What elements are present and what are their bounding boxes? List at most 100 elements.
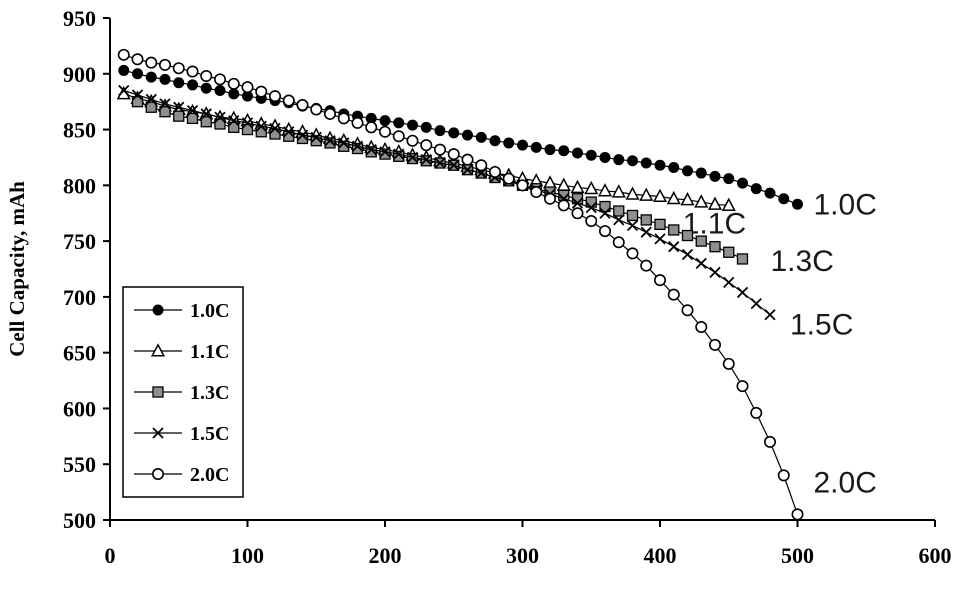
x-cross-marker <box>186 104 199 117</box>
x-cross-marker <box>406 151 419 164</box>
filled-circle-marker <box>585 149 597 161</box>
open-circle-marker <box>145 56 158 69</box>
x-cross-marker <box>736 286 749 299</box>
open-triangle-marker <box>694 194 709 208</box>
x-cross-marker <box>296 129 309 141</box>
y-tick-label: 650 <box>63 341 96 366</box>
x-cross-marker <box>200 108 212 120</box>
x-cross-marker <box>448 159 460 171</box>
filled-square-marker <box>613 205 625 217</box>
filled-square-marker <box>654 218 666 231</box>
legend-box <box>122 286 244 498</box>
open-circle-marker <box>337 112 350 125</box>
filled-square-marker <box>379 148 391 160</box>
open-circle-marker <box>530 186 543 199</box>
filled-square-marker <box>668 224 680 236</box>
filled-square-marker <box>695 235 707 247</box>
x-cross-marker <box>668 241 680 253</box>
filled-circle-marker <box>448 127 460 139</box>
open-circle-marker <box>420 139 433 152</box>
filled-square-marker <box>709 241 721 253</box>
filled-circle-marker <box>420 121 432 133</box>
x-cross-marker <box>695 257 707 270</box>
x-tick-label: 500 <box>781 543 814 568</box>
series-end-label-1.5C: 1.5C <box>790 309 853 342</box>
open-circle-marker <box>488 165 501 178</box>
filled-square-marker <box>324 137 336 149</box>
open-circle-marker <box>502 172 515 185</box>
filled-circle-marker <box>242 90 253 102</box>
open-circle-marker <box>598 225 611 238</box>
open-circle-marker <box>365 121 378 134</box>
legend-item-1.0C: 1.0C <box>134 300 229 322</box>
filled-circle-marker <box>173 77 185 89</box>
x-cross-marker <box>640 226 652 238</box>
x-tick-label: 200 <box>369 543 402 568</box>
open-circle-marker <box>255 85 268 98</box>
open-circle-marker <box>571 207 584 220</box>
series-end-label-2.0C: 2.0C <box>814 466 877 499</box>
filled-square-marker <box>351 142 364 155</box>
series-end-label-1.3C: 1.3C <box>771 245 834 278</box>
filled-square-marker <box>681 229 694 242</box>
x-cross-marker <box>283 126 295 138</box>
filled-circle-marker <box>682 165 693 177</box>
open-circle-marker <box>516 179 529 192</box>
y-tick-label: 800 <box>63 173 96 198</box>
filled-circle-marker <box>489 135 501 147</box>
filled-square-marker <box>365 146 377 158</box>
filled-square-marker <box>145 101 157 113</box>
x-cross-marker <box>750 297 762 310</box>
open-circle-marker <box>186 65 199 78</box>
x-tick-label: 600 <box>919 543 952 568</box>
open-triangle-marker <box>584 180 599 195</box>
open-circle-marker <box>310 103 323 116</box>
x-cross-marker <box>269 122 281 135</box>
x-cross-marker <box>681 248 694 261</box>
open-triangle-marker <box>680 192 695 206</box>
open-circle-marker <box>117 48 130 61</box>
filled-square-marker <box>310 135 322 147</box>
x-tick-label: 0 <box>105 543 116 568</box>
open-circle-marker <box>763 435 776 448</box>
filled-square-marker <box>152 386 164 398</box>
series-1.0C <box>118 64 803 210</box>
y-axis-title: Cell Capacity, mAh <box>5 181 29 357</box>
filled-circle-marker <box>200 82 212 94</box>
legend-label: 2.0C <box>190 464 229 486</box>
x-cross-marker <box>255 120 267 132</box>
filled-circle-marker <box>764 187 776 199</box>
x-cross-marker <box>131 89 144 101</box>
open-circle-marker <box>351 116 364 129</box>
open-circle-marker <box>626 247 639 260</box>
x-tick-label: 100 <box>231 543 264 568</box>
x-cross-marker <box>324 135 336 147</box>
open-circle-marker <box>282 94 295 107</box>
filled-square-marker <box>393 150 405 162</box>
open-circle-marker <box>543 192 556 205</box>
x-cross-marker <box>461 164 474 176</box>
legend-label: 1.1C <box>190 341 229 363</box>
filled-circle-marker <box>640 157 652 169</box>
open-circle-marker <box>200 70 213 83</box>
filled-circle-marker <box>572 147 583 159</box>
filled-circle-marker <box>530 141 542 153</box>
filled-circle-marker <box>462 129 473 141</box>
legend-label: 1.0C <box>190 300 229 322</box>
open-circle-marker <box>378 125 391 138</box>
filled-square-marker <box>585 196 597 208</box>
y-tick-label: 700 <box>63 285 96 310</box>
x-cross-marker <box>145 93 157 106</box>
open-circle-marker <box>791 508 804 521</box>
x-cross-marker <box>613 214 625 226</box>
open-circle-marker <box>131 53 144 66</box>
filled-circle-marker <box>214 85 226 97</box>
filled-circle-marker <box>228 88 240 100</box>
open-circle-marker <box>268 90 281 103</box>
open-circle-marker <box>585 215 598 228</box>
filled-circle-marker <box>517 139 528 151</box>
y-tick-label: 600 <box>63 396 96 421</box>
open-circle-marker <box>612 236 625 249</box>
filled-circle-marker <box>503 137 515 149</box>
open-triangle-marker <box>639 187 654 201</box>
